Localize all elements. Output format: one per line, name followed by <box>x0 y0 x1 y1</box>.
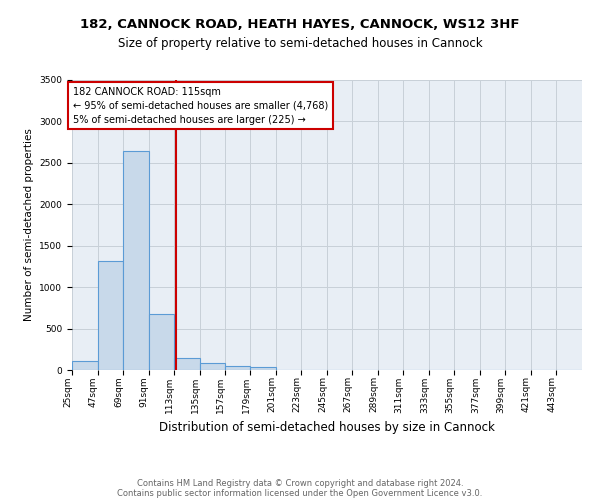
Text: Contains HM Land Registry data © Crown copyright and database right 2024.: Contains HM Land Registry data © Crown c… <box>137 478 463 488</box>
Bar <box>251 366 276 370</box>
Y-axis label: Number of semi-detached properties: Number of semi-detached properties <box>24 128 34 322</box>
Bar <box>72 361 97 370</box>
Bar <box>225 366 251 370</box>
Bar <box>174 358 199 370</box>
Bar <box>199 364 225 370</box>
Bar <box>97 260 123 370</box>
Text: Size of property relative to semi-detached houses in Cannock: Size of property relative to semi-detach… <box>118 38 482 51</box>
X-axis label: Distribution of semi-detached houses by size in Cannock: Distribution of semi-detached houses by … <box>159 421 495 434</box>
Text: 182, CANNOCK ROAD, HEATH HAYES, CANNOCK, WS12 3HF: 182, CANNOCK ROAD, HEATH HAYES, CANNOCK,… <box>80 18 520 30</box>
Text: Contains public sector information licensed under the Open Government Licence v3: Contains public sector information licen… <box>118 488 482 498</box>
Text: 182 CANNOCK ROAD: 115sqm
← 95% of semi-detached houses are smaller (4,768)
5% of: 182 CANNOCK ROAD: 115sqm ← 95% of semi-d… <box>73 86 328 124</box>
Bar <box>123 152 149 370</box>
Bar <box>149 314 174 370</box>
